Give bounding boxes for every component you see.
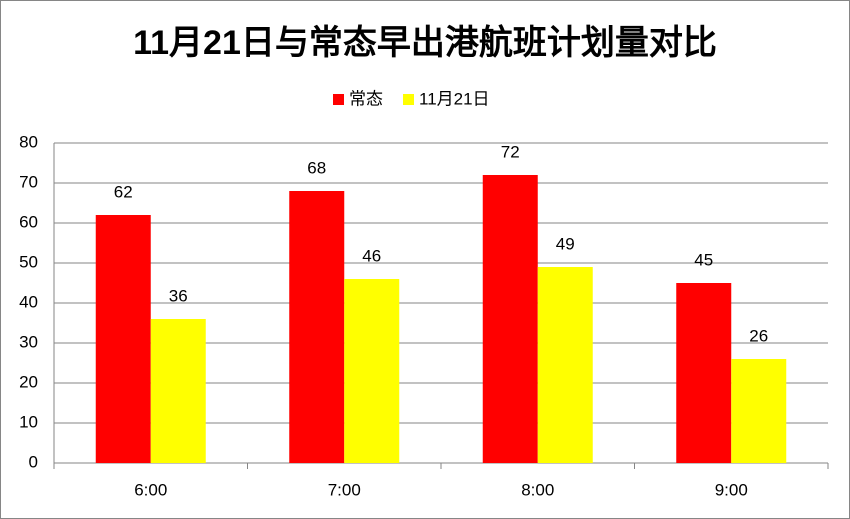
x-tick-label: 8:00 bbox=[521, 480, 554, 499]
data-label: 46 bbox=[362, 246, 381, 265]
x-tick-label: 9:00 bbox=[715, 480, 748, 499]
data-label: 62 bbox=[114, 182, 133, 201]
data-label: 68 bbox=[307, 158, 326, 177]
legend-label: 11月21日 bbox=[419, 89, 490, 108]
y-tick-label: 50 bbox=[19, 252, 38, 271]
data-label: 49 bbox=[556, 234, 575, 253]
data-label: 45 bbox=[694, 250, 713, 269]
chart-title: 11月21日与常态早出港航班计划量对比 bbox=[133, 23, 717, 62]
y-tick-label: 40 bbox=[19, 292, 38, 311]
bar bbox=[289, 191, 345, 463]
legend-label: 常态 bbox=[349, 89, 383, 108]
bar bbox=[537, 267, 593, 463]
y-tick-label: 30 bbox=[19, 332, 38, 351]
bar bbox=[150, 319, 206, 463]
bar bbox=[95, 215, 151, 463]
data-label: 26 bbox=[749, 326, 768, 345]
bar bbox=[731, 359, 787, 463]
legend-swatch bbox=[403, 94, 414, 105]
y-tick-label: 10 bbox=[19, 412, 38, 431]
data-label: 72 bbox=[501, 142, 520, 161]
y-tick-label: 0 bbox=[29, 452, 38, 471]
x-tick-label: 7:00 bbox=[328, 480, 361, 499]
legend-swatch bbox=[333, 94, 344, 105]
y-tick-label: 80 bbox=[19, 132, 38, 151]
bar bbox=[344, 279, 400, 463]
bar bbox=[482, 175, 538, 463]
y-tick-label: 60 bbox=[19, 212, 38, 231]
y-tick-label: 70 bbox=[19, 172, 38, 191]
y-tick-label: 20 bbox=[19, 372, 38, 391]
bar bbox=[676, 283, 732, 463]
x-tick-label: 6:00 bbox=[134, 480, 167, 499]
data-label: 36 bbox=[169, 286, 188, 305]
